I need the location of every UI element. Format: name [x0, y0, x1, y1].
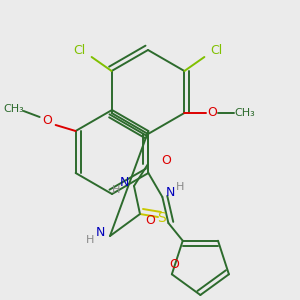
Text: N: N [95, 226, 105, 238]
Text: CH₃: CH₃ [234, 108, 255, 118]
Text: O: O [43, 115, 52, 128]
Text: N: N [119, 176, 129, 188]
Text: O: O [146, 214, 155, 227]
Text: O: O [161, 154, 171, 166]
Text: H: H [112, 185, 120, 195]
Text: N: N [166, 187, 175, 200]
Text: CH₃: CH₃ [3, 104, 24, 114]
Text: O: O [207, 106, 217, 118]
Text: Cl: Cl [210, 44, 223, 58]
Text: Cl: Cl [74, 44, 86, 58]
Text: O: O [169, 258, 179, 271]
Text: H: H [86, 235, 94, 245]
Text: H: H [176, 182, 184, 192]
Text: S: S [158, 211, 166, 225]
